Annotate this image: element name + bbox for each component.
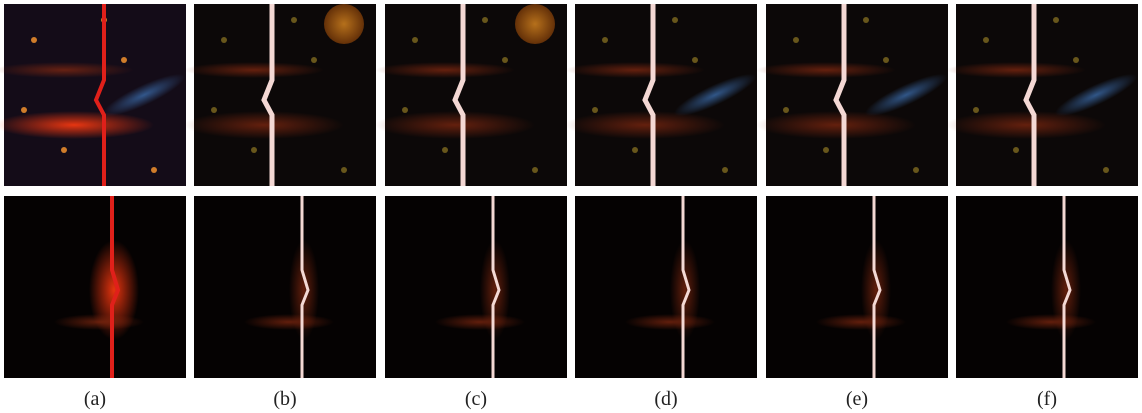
light-streak: [565, 111, 725, 139]
bokeh-dot: [251, 147, 257, 153]
bokeh-dot: [913, 167, 919, 173]
bokeh-dot: [291, 17, 297, 23]
bokeh-dot: [783, 107, 789, 113]
glow: [244, 314, 334, 330]
light-streak: [756, 111, 916, 139]
light-streak: [375, 111, 535, 139]
image-background: [385, 196, 567, 378]
bokeh-dot: [61, 147, 67, 153]
bokeh-dot: [532, 167, 538, 173]
image-panel-top: [0, 4, 189, 186]
glow: [816, 314, 906, 330]
panel-label: (a): [84, 388, 106, 410]
image-panel-top: [184, 4, 376, 186]
image-panel-bottom: [575, 196, 757, 378]
image-panel-bottom: [385, 196, 567, 378]
light-streak: [0, 62, 134, 78]
bokeh-dot: [1073, 57, 1079, 63]
image-background: [575, 196, 757, 378]
bokeh-dot: [151, 167, 157, 173]
light-streak: [565, 62, 705, 78]
panel-label: (d): [654, 388, 677, 410]
bokeh-dot: [442, 147, 448, 153]
image-panel-bottom: [4, 196, 186, 378]
image-panel-bottom: [766, 196, 948, 378]
bokeh-dot: [31, 37, 37, 43]
bokeh-dot: [823, 147, 829, 153]
bokeh-dot: [1013, 147, 1019, 153]
light-streak: [375, 62, 515, 78]
bokeh-dot: [1053, 17, 1059, 23]
bokeh-dot: [602, 37, 608, 43]
image-background: [766, 196, 948, 378]
bokeh-dot: [221, 37, 227, 43]
light-streak: [184, 111, 344, 139]
panel-label: (f): [1037, 388, 1057, 410]
bokeh-dot: [412, 37, 418, 43]
bokeh-dot: [502, 57, 508, 63]
glow: [435, 314, 525, 330]
figure: (a) (b) (c) (d) (e) (f): [0, 0, 1142, 413]
orb: [324, 4, 364, 44]
image-panel-top: [756, 4, 951, 186]
orb: [515, 4, 555, 44]
bokeh-dot: [592, 107, 598, 113]
bokeh-dot: [983, 37, 989, 43]
image-background: [194, 196, 376, 378]
image-panel-top: [946, 4, 1141, 186]
light-streak: [756, 62, 896, 78]
image-panel-top: [565, 4, 760, 186]
glow: [1006, 314, 1096, 330]
panel-label: (b): [273, 388, 296, 410]
bokeh-dot: [211, 107, 217, 113]
bokeh-dot: [973, 107, 979, 113]
bokeh-dot: [863, 17, 869, 23]
image-panel-bottom: [956, 196, 1138, 378]
panel-label: (c): [465, 388, 487, 410]
bokeh-dot: [402, 107, 408, 113]
bokeh-dot: [672, 17, 678, 23]
light-streak: [946, 111, 1106, 139]
bokeh-dot: [121, 57, 127, 63]
panel-label: (e): [846, 388, 868, 410]
bokeh-dot: [692, 57, 698, 63]
bokeh-dot: [883, 57, 889, 63]
bokeh-dot: [793, 37, 799, 43]
bokeh-dot: [1103, 167, 1109, 173]
bokeh-dot: [632, 147, 638, 153]
image-panel-bottom: [194, 196, 376, 378]
light-streak: [0, 111, 154, 139]
image-panel-top: [375, 4, 567, 186]
bokeh-dot: [482, 17, 488, 23]
bokeh-dot: [21, 107, 27, 113]
bokeh-dot: [311, 57, 317, 63]
image-background: [956, 196, 1138, 378]
bokeh-dot: [722, 167, 728, 173]
light-streak: [184, 62, 324, 78]
glow: [625, 314, 715, 330]
light-streak: [946, 62, 1086, 78]
bokeh-dot: [341, 167, 347, 173]
glow: [54, 314, 144, 330]
